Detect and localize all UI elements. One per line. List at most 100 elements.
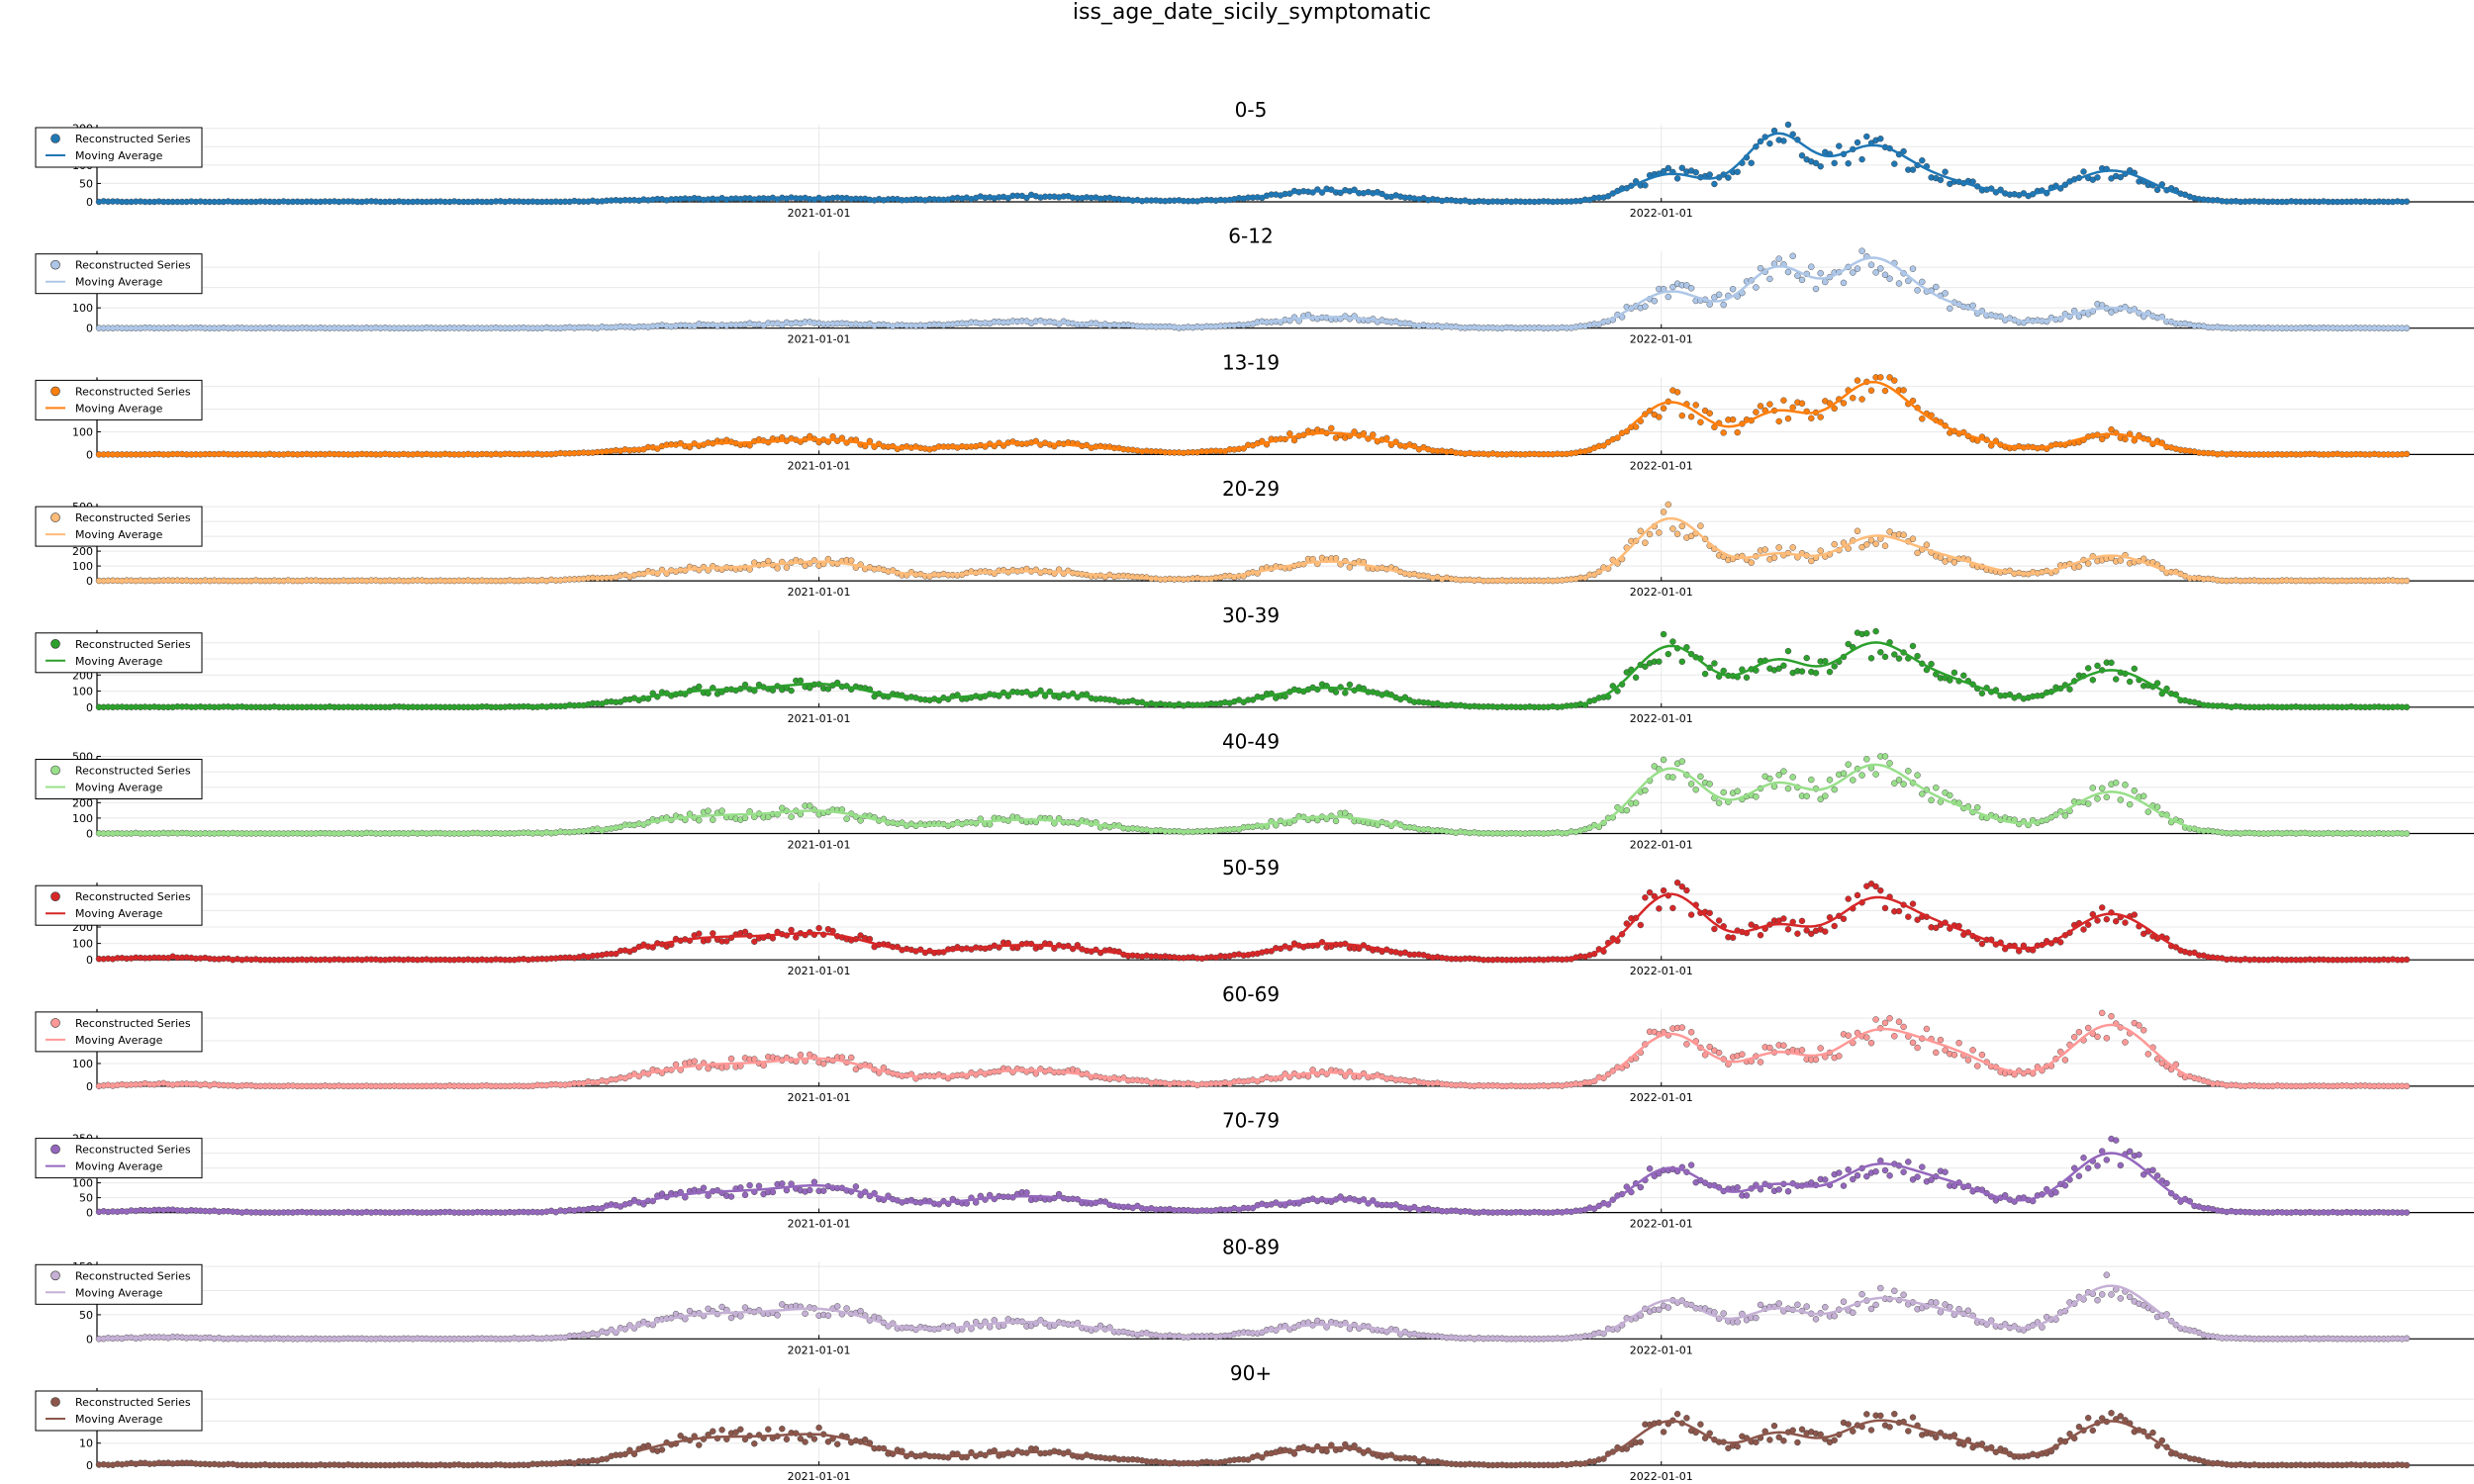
y-tick-label: 200	[72, 545, 93, 558]
data-point	[1909, 900, 1917, 907]
data-point	[751, 1056, 758, 1063]
y-tick-label: 100	[72, 1177, 93, 1190]
data-point	[1933, 785, 1940, 791]
panel-title: 50-59	[1222, 856, 1280, 880]
y-tick-label: 0	[86, 701, 93, 714]
data-point	[815, 924, 822, 932]
data-point	[1881, 1019, 1889, 1027]
data-point	[1947, 791, 1953, 799]
data-point	[1711, 660, 1718, 667]
legend-label-scatter: Reconstructed Series	[75, 890, 191, 903]
data-point	[2094, 795, 2101, 802]
moving-average-line	[99, 132, 2407, 204]
data-point	[1914, 287, 1921, 294]
data-point	[696, 930, 703, 937]
data-point	[810, 1178, 818, 1186]
data-point	[2140, 792, 2147, 799]
data-point	[1789, 252, 1796, 259]
data-point	[2080, 926, 2087, 933]
data-point	[1725, 174, 1732, 181]
data-point	[1798, 151, 1806, 159]
data-point	[691, 1058, 698, 1065]
data-point	[779, 1180, 786, 1187]
panel-title: 30-39	[1222, 603, 1280, 627]
data-point	[2112, 1137, 2120, 1144]
data-point	[1822, 1176, 1829, 1183]
data-point	[1928, 796, 1935, 803]
data-point	[1332, 555, 1340, 562]
data-point	[802, 1310, 809, 1318]
x-tick-label: 2021-01-01	[788, 712, 851, 725]
data-point	[1923, 1025, 1931, 1033]
data-point	[2084, 665, 2092, 672]
data-point	[2094, 1162, 2101, 1169]
data-point	[2080, 168, 2087, 175]
legend-marker	[50, 259, 60, 270]
data-point	[2052, 1189, 2059, 1196]
data-point	[1858, 247, 1865, 254]
data-point	[1332, 817, 1340, 825]
data-point	[1342, 690, 1349, 696]
data-point	[1656, 905, 1663, 912]
data-point	[1840, 400, 1848, 407]
data-point	[1895, 280, 1903, 287]
y-tick-label: 100	[72, 1058, 93, 1070]
panel-0-5: 0-50501001502002021-01-012022-01-01Recon…	[35, 98, 2474, 220]
panel-80-89: 80-890501001502021-01-012022-01-01Recons…	[35, 1235, 2474, 1356]
data-point	[1697, 522, 1704, 529]
reconstructed-series	[95, 247, 2411, 331]
legend-marker	[50, 765, 60, 776]
data-point	[1766, 1044, 1773, 1052]
data-point	[1891, 160, 1898, 167]
data-point	[797, 677, 805, 685]
data-point	[1822, 278, 1829, 286]
data-point	[1881, 653, 1889, 661]
data-point	[1706, 171, 1713, 178]
data-point	[705, 807, 712, 814]
legend-marker	[50, 386, 60, 397]
data-point	[1808, 415, 1815, 421]
data-point	[1895, 1018, 1903, 1026]
data-point	[1973, 804, 1981, 811]
data-point	[1678, 522, 1686, 530]
data-point	[1812, 159, 1820, 167]
data-point	[1780, 138, 1787, 144]
data-point	[1743, 674, 1751, 681]
data-point	[1697, 773, 1704, 781]
data-point	[1711, 925, 1718, 933]
data-point	[705, 1192, 712, 1199]
data-point	[2103, 1157, 2111, 1163]
data-point	[2108, 659, 2115, 667]
y-tick-label: 100	[72, 560, 93, 573]
x-tick-label: 2022-01-01	[1630, 839, 1693, 852]
data-point	[1642, 182, 1649, 189]
legend-label-scatter: Reconstructed Series	[75, 1144, 191, 1157]
data-point	[1720, 301, 1727, 309]
data-point	[1840, 770, 1848, 777]
data-point	[1978, 690, 1986, 696]
data-point	[1678, 412, 1686, 419]
data-point	[727, 1193, 735, 1200]
data-point	[2117, 796, 2125, 803]
legend-label-scatter: Reconstructed Series	[75, 1017, 191, 1030]
data-point	[2089, 785, 2097, 791]
data-point	[2122, 782, 2129, 788]
y-tick-label: 50	[79, 177, 93, 190]
data-point	[2131, 665, 2139, 673]
data-point	[1969, 302, 1976, 310]
data-point	[1891, 377, 1898, 384]
y-tick-label: 0	[86, 323, 93, 335]
data-point	[1692, 787, 1699, 793]
data-point	[1734, 788, 1741, 794]
panel-title: 20-29	[1222, 477, 1280, 501]
data-point	[1964, 1057, 1972, 1064]
data-point	[2080, 1155, 2087, 1161]
data-point	[1867, 655, 1875, 662]
legend-label-scatter: Reconstructed Series	[75, 259, 191, 272]
data-point	[793, 934, 800, 941]
legend-marker	[50, 638, 60, 649]
y-tick-label: 100	[72, 302, 93, 315]
